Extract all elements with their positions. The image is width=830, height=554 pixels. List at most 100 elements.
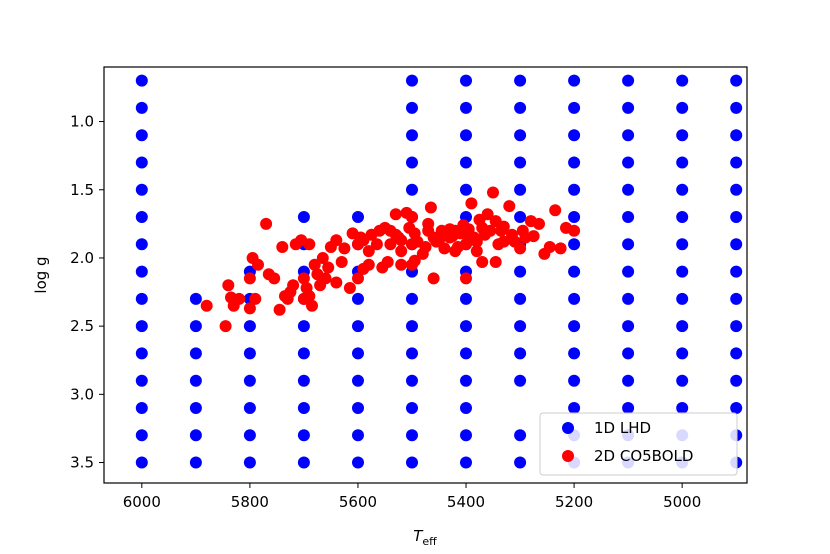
1d-lhd-point — [135, 429, 148, 442]
1d-lhd-point — [297, 429, 310, 442]
1d-lhd-point — [514, 456, 527, 469]
1d-lhd-point — [297, 374, 310, 387]
2d-co5bold-point — [330, 276, 343, 289]
y-tick-label: 2.0 — [70, 249, 94, 267]
2d-co5bold-point — [297, 272, 310, 285]
2d-co5bold-point — [438, 242, 451, 255]
2d-co5bold-point — [484, 224, 497, 237]
1d-lhd-point — [135, 129, 148, 142]
1d-lhd-point — [622, 265, 635, 278]
2d-co5bold-point — [406, 211, 418, 223]
2d-co5bold-point — [381, 256, 394, 268]
2d-co5bold-point — [427, 272, 440, 285]
1d-lhd-point — [243, 402, 256, 414]
1d-lhd-point — [135, 320, 148, 333]
2d-co5bold-point — [287, 279, 300, 292]
1d-lhd-point — [460, 320, 472, 333]
2d-co5bold-point — [225, 291, 237, 304]
2d-co5bold-point — [549, 204, 562, 217]
1d-lhd-point — [568, 101, 581, 114]
legend: 1D LHD 2D CO5BOLD — [539, 412, 738, 476]
y-axis: 1.0 1.5 2.0 2.5 3.0 3.5 — [70, 113, 104, 472]
1d-lhd-point — [622, 292, 635, 305]
1d-lhd-point — [730, 265, 743, 278]
1d-lhd-point — [676, 156, 689, 169]
1d-lhd-point — [622, 129, 635, 142]
1d-lhd-point — [406, 347, 418, 360]
1d-lhd-point — [406, 320, 418, 333]
2d-co5bold-point — [460, 272, 472, 285]
1d-lhd-point — [676, 374, 689, 387]
1d-lhd-point — [135, 238, 148, 251]
1d-lhd-point — [460, 156, 472, 169]
1d-lhd-point — [460, 402, 472, 414]
1d-lhd-point — [730, 183, 743, 196]
2d-co5bold-point — [316, 252, 329, 264]
2d-co5bold-point — [568, 224, 581, 237]
2d-co5bold-point — [352, 272, 364, 285]
1d-lhd-point — [514, 156, 527, 169]
1d-lhd-point — [514, 129, 527, 142]
2d-co5bold-point — [395, 234, 408, 247]
1d-lhd-point — [460, 429, 472, 442]
1d-lhd-point — [135, 156, 148, 169]
1d-lhd-point — [514, 183, 527, 196]
1d-lhd-point — [406, 129, 418, 142]
2d-co5bold-point — [470, 235, 483, 248]
2d-co5bold-point — [406, 238, 418, 251]
1d-lhd-point — [514, 347, 527, 360]
1d-lhd-point — [676, 74, 689, 87]
1d-lhd-point — [297, 211, 310, 223]
plot-frame — [103, 66, 748, 484]
2d-co5bold-point — [460, 238, 472, 251]
1d-lhd-point — [622, 374, 635, 387]
y-tick-label: 1.0 — [70, 113, 94, 131]
1d-lhd-point — [568, 347, 581, 360]
1d-lhd-point — [568, 320, 581, 333]
x-axis-label-main: T — [413, 527, 424, 545]
2d-co5bold-point — [219, 320, 232, 333]
1d-lhd-point — [189, 292, 202, 305]
2d-co5bold-point — [319, 272, 332, 285]
1d-lhd-point — [622, 211, 635, 223]
legend-marker-1d-lhd — [562, 422, 574, 434]
1d-lhd-point — [676, 101, 689, 114]
1d-lhd-point — [730, 374, 743, 387]
1d-lhd-point — [460, 292, 472, 305]
1d-lhd-point — [406, 292, 418, 305]
x-tick-label: 5800 — [231, 493, 269, 511]
x-axis: 6000 5800 5600 5400 5200 5000 — [123, 483, 701, 511]
1d-lhd-point — [622, 74, 635, 87]
2d-co5bold-point — [543, 241, 556, 253]
1d-lhd-point — [730, 292, 743, 305]
1d-lhd-point — [730, 156, 743, 169]
1d-lhd-point — [730, 74, 743, 87]
1d-lhd-point — [622, 402, 635, 414]
1d-lhd-point — [135, 456, 148, 469]
1d-lhd-point — [514, 320, 527, 333]
2d-co5bold-point — [222, 279, 235, 292]
1d-lhd-point — [135, 74, 148, 87]
1d-lhd-point — [189, 374, 202, 387]
1d-lhd-point — [189, 456, 202, 469]
2d-co5bold-point — [200, 299, 213, 312]
2d-co5bold-point — [243, 302, 256, 315]
1d-lhd-point — [352, 320, 364, 333]
y-tick-label: 3.5 — [70, 454, 94, 472]
2d-co5bold-point — [338, 242, 351, 255]
1d-lhd-point — [514, 265, 527, 278]
2d-co5bold-point — [406, 258, 418, 271]
1d-lhd-point — [730, 347, 743, 360]
1d-lhd-point — [568, 211, 581, 223]
1d-lhd-point — [352, 347, 364, 360]
1d-lhd-point — [352, 456, 364, 469]
2d-co5bold-point — [489, 256, 502, 268]
2d-co5bold-point — [527, 230, 540, 243]
1d-lhd-point — [676, 292, 689, 305]
1d-lhd-point — [568, 292, 581, 305]
1d-lhd-point — [622, 156, 635, 169]
1d-lhd-point — [514, 429, 527, 442]
2d-co5bold-point — [306, 299, 318, 312]
1d-lhd-point — [189, 347, 202, 360]
2d-co5bold-point — [370, 238, 383, 251]
